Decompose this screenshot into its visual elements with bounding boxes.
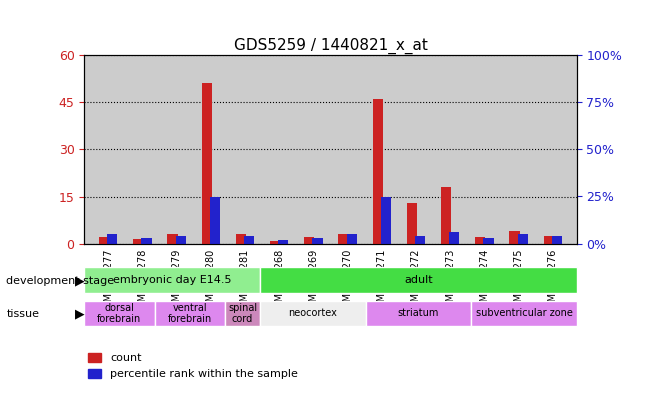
Bar [133,239,143,244]
Bar [236,234,246,244]
Text: adult: adult [404,275,433,285]
Bar [278,240,288,244]
Bar [99,237,110,244]
Bar [475,237,485,244]
Bar [167,234,178,244]
FancyBboxPatch shape [260,301,365,326]
Bar [107,234,117,244]
Bar [338,234,349,244]
Text: ▶: ▶ [75,307,84,320]
Text: ventral
forebrain: ventral forebrain [168,303,212,324]
Text: subventricular zone: subventricular zone [476,309,572,318]
Bar [441,187,451,244]
Text: tissue: tissue [6,309,40,319]
Text: ▶: ▶ [75,274,84,288]
Bar [509,231,520,244]
FancyBboxPatch shape [84,301,155,326]
Text: neocortex: neocortex [288,309,338,318]
Bar [373,99,383,244]
Text: dorsal
forebrain: dorsal forebrain [97,303,141,324]
Bar [415,236,425,244]
FancyBboxPatch shape [471,301,577,326]
Bar [544,236,554,244]
Bar [347,234,357,244]
Bar [381,196,391,244]
Text: embryonic day E14.5: embryonic day E14.5 [113,275,231,285]
Bar [551,236,562,244]
Title: GDS5259 / 1440821_x_at: GDS5259 / 1440821_x_at [233,37,428,54]
FancyBboxPatch shape [84,267,260,293]
Bar [518,234,528,244]
Bar [312,238,323,244]
Bar [483,238,494,244]
Legend: count, percentile rank within the sample: count, percentile rank within the sample [84,348,303,384]
Bar [202,83,212,244]
Bar [176,236,186,244]
Bar [449,232,459,244]
FancyBboxPatch shape [155,301,225,326]
Bar [407,203,417,244]
FancyBboxPatch shape [260,267,577,293]
FancyBboxPatch shape [365,301,471,326]
Text: development stage: development stage [6,276,115,286]
Text: striatum: striatum [398,309,439,318]
FancyBboxPatch shape [225,301,260,326]
Bar [244,236,254,244]
Bar [270,241,280,244]
Bar [141,238,152,244]
Bar [304,237,314,244]
Text: spinal
cord: spinal cord [228,303,257,324]
Bar [210,196,220,244]
